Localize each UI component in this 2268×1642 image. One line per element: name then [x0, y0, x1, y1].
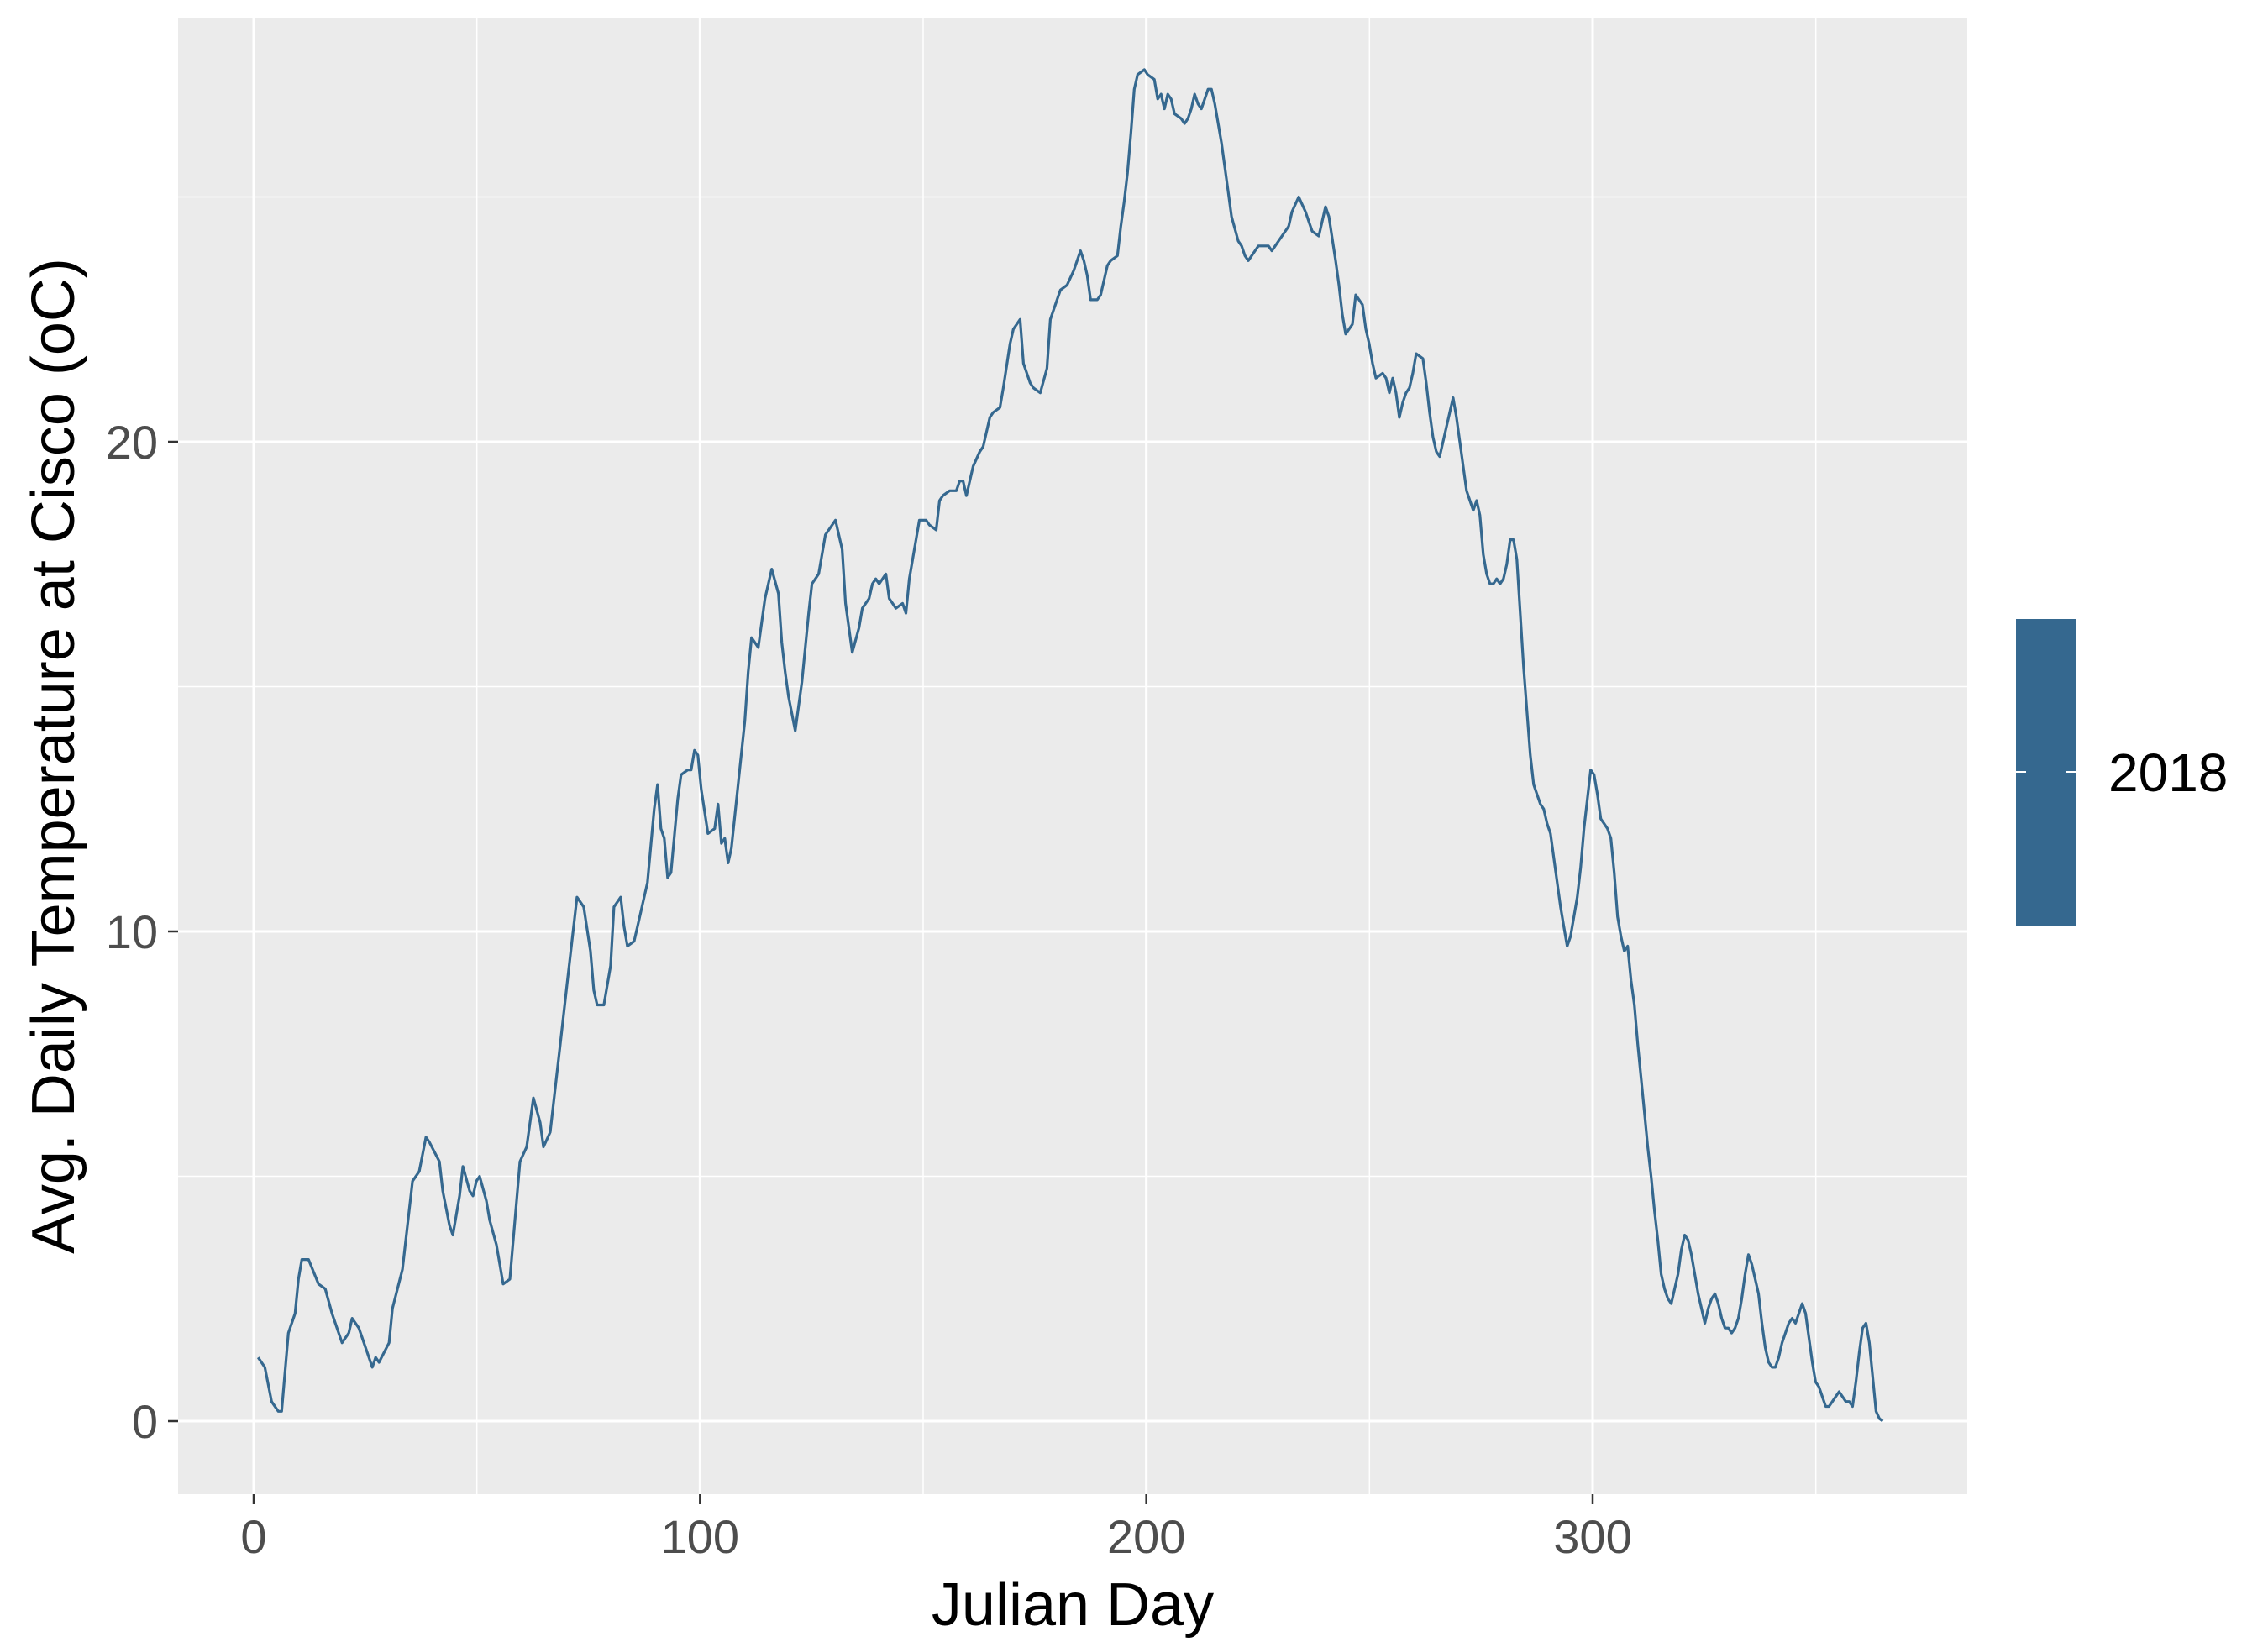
x-tick-label: 300 [1553, 1510, 1631, 1563]
y-tick-label: 0 [132, 1395, 158, 1448]
series-layer [256, 68, 1884, 1423]
y-tick-label: 20 [106, 416, 158, 469]
legend-label-2018: 2018 [2108, 742, 2228, 803]
minor-gridlines [29, 18, 1967, 1494]
major-gridlines [178, 18, 1967, 1494]
x-tick-label: 200 [1107, 1510, 1185, 1563]
y-tick-label: 10 [106, 905, 158, 958]
plot-panel [178, 18, 1967, 1494]
x-axis-title: Julian Day [932, 1571, 1214, 1638]
x-tick-label: 100 [661, 1510, 739, 1563]
x-tick-label: 0 [240, 1510, 266, 1563]
legend: 2018 [2016, 619, 2228, 926]
y-axis: 0 10 20 [106, 416, 178, 1448]
series-line-2018 [256, 68, 1884, 1423]
y-axis-title: Avg. Daily Temperature at Cisco (oC) [20, 258, 87, 1254]
x-axis: 0 100 200 300 [240, 1494, 1632, 1563]
